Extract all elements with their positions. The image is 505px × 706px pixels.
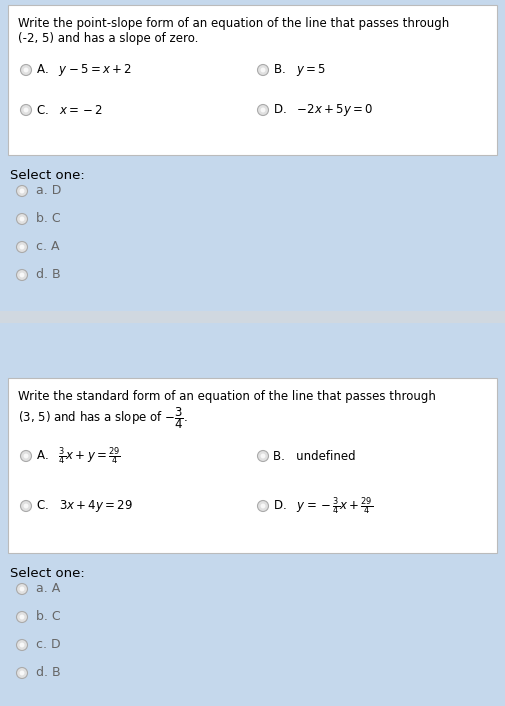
- Circle shape: [24, 503, 28, 508]
- Text: d. B: d. B: [36, 268, 61, 282]
- Text: C.   $3x + 4y = 29$: C. $3x + 4y = 29$: [36, 498, 133, 514]
- Text: C.   $x = -2$: C. $x = -2$: [36, 104, 104, 116]
- Text: (-2, 5) and has a slope of zero.: (-2, 5) and has a slope of zero.: [18, 32, 198, 45]
- FancyBboxPatch shape: [8, 5, 497, 155]
- Circle shape: [17, 213, 27, 225]
- Text: D.   $y = -\frac{3}{4}x + \frac{29}{4}$: D. $y = -\frac{3}{4}x + \frac{29}{4}$: [273, 495, 373, 517]
- Circle shape: [17, 611, 27, 623]
- Circle shape: [21, 104, 31, 116]
- Text: B.   undefined: B. undefined: [273, 450, 356, 462]
- Text: b. C: b. C: [36, 213, 61, 225]
- Circle shape: [20, 273, 24, 277]
- Circle shape: [24, 107, 28, 112]
- Circle shape: [20, 642, 24, 647]
- Circle shape: [258, 104, 269, 116]
- Circle shape: [21, 501, 31, 512]
- Circle shape: [20, 587, 24, 592]
- FancyBboxPatch shape: [8, 378, 497, 553]
- Text: d. B: d. B: [36, 666, 61, 679]
- Circle shape: [261, 107, 266, 112]
- Text: c. D: c. D: [36, 638, 61, 652]
- Text: A.   $\frac{3}{4}x + y = \frac{29}{4}$: A. $\frac{3}{4}x + y = \frac{29}{4}$: [36, 445, 121, 467]
- Circle shape: [20, 244, 24, 249]
- Circle shape: [24, 68, 28, 73]
- Text: c. A: c. A: [36, 241, 60, 253]
- Circle shape: [17, 270, 27, 280]
- Text: Write the standard form of an equation of the line that passes through: Write the standard form of an equation o…: [18, 390, 436, 403]
- Circle shape: [17, 667, 27, 678]
- Circle shape: [261, 503, 266, 508]
- Text: Select one:: Select one:: [10, 567, 85, 580]
- Text: (3, 5) and has a slope of $-\dfrac{3}{4}$.: (3, 5) and has a slope of $-\dfrac{3}{4}…: [18, 405, 188, 431]
- Text: b. C: b. C: [36, 611, 61, 623]
- Text: a. A: a. A: [36, 582, 60, 595]
- Text: a. D: a. D: [36, 184, 62, 198]
- Circle shape: [17, 583, 27, 594]
- Circle shape: [17, 186, 27, 196]
- Text: A.   $y - 5 = x + 2$: A. $y - 5 = x + 2$: [36, 62, 132, 78]
- Text: B.   $y = 5$: B. $y = 5$: [273, 62, 326, 78]
- Circle shape: [20, 217, 24, 222]
- Text: D.   $-2x + 5y = 0$: D. $-2x + 5y = 0$: [273, 102, 373, 118]
- Circle shape: [21, 450, 31, 462]
- Text: Select one:: Select one:: [10, 169, 85, 182]
- Circle shape: [258, 501, 269, 512]
- Circle shape: [20, 671, 24, 676]
- Circle shape: [17, 241, 27, 253]
- Text: Write the point-slope form of an equation of the line that passes through: Write the point-slope form of an equatio…: [18, 17, 449, 30]
- Circle shape: [21, 64, 31, 76]
- FancyBboxPatch shape: [0, 311, 505, 323]
- Circle shape: [261, 453, 266, 458]
- Circle shape: [20, 614, 24, 619]
- Circle shape: [17, 640, 27, 650]
- Circle shape: [20, 189, 24, 193]
- Circle shape: [24, 453, 28, 458]
- Circle shape: [258, 64, 269, 76]
- Circle shape: [261, 68, 266, 73]
- Circle shape: [258, 450, 269, 462]
